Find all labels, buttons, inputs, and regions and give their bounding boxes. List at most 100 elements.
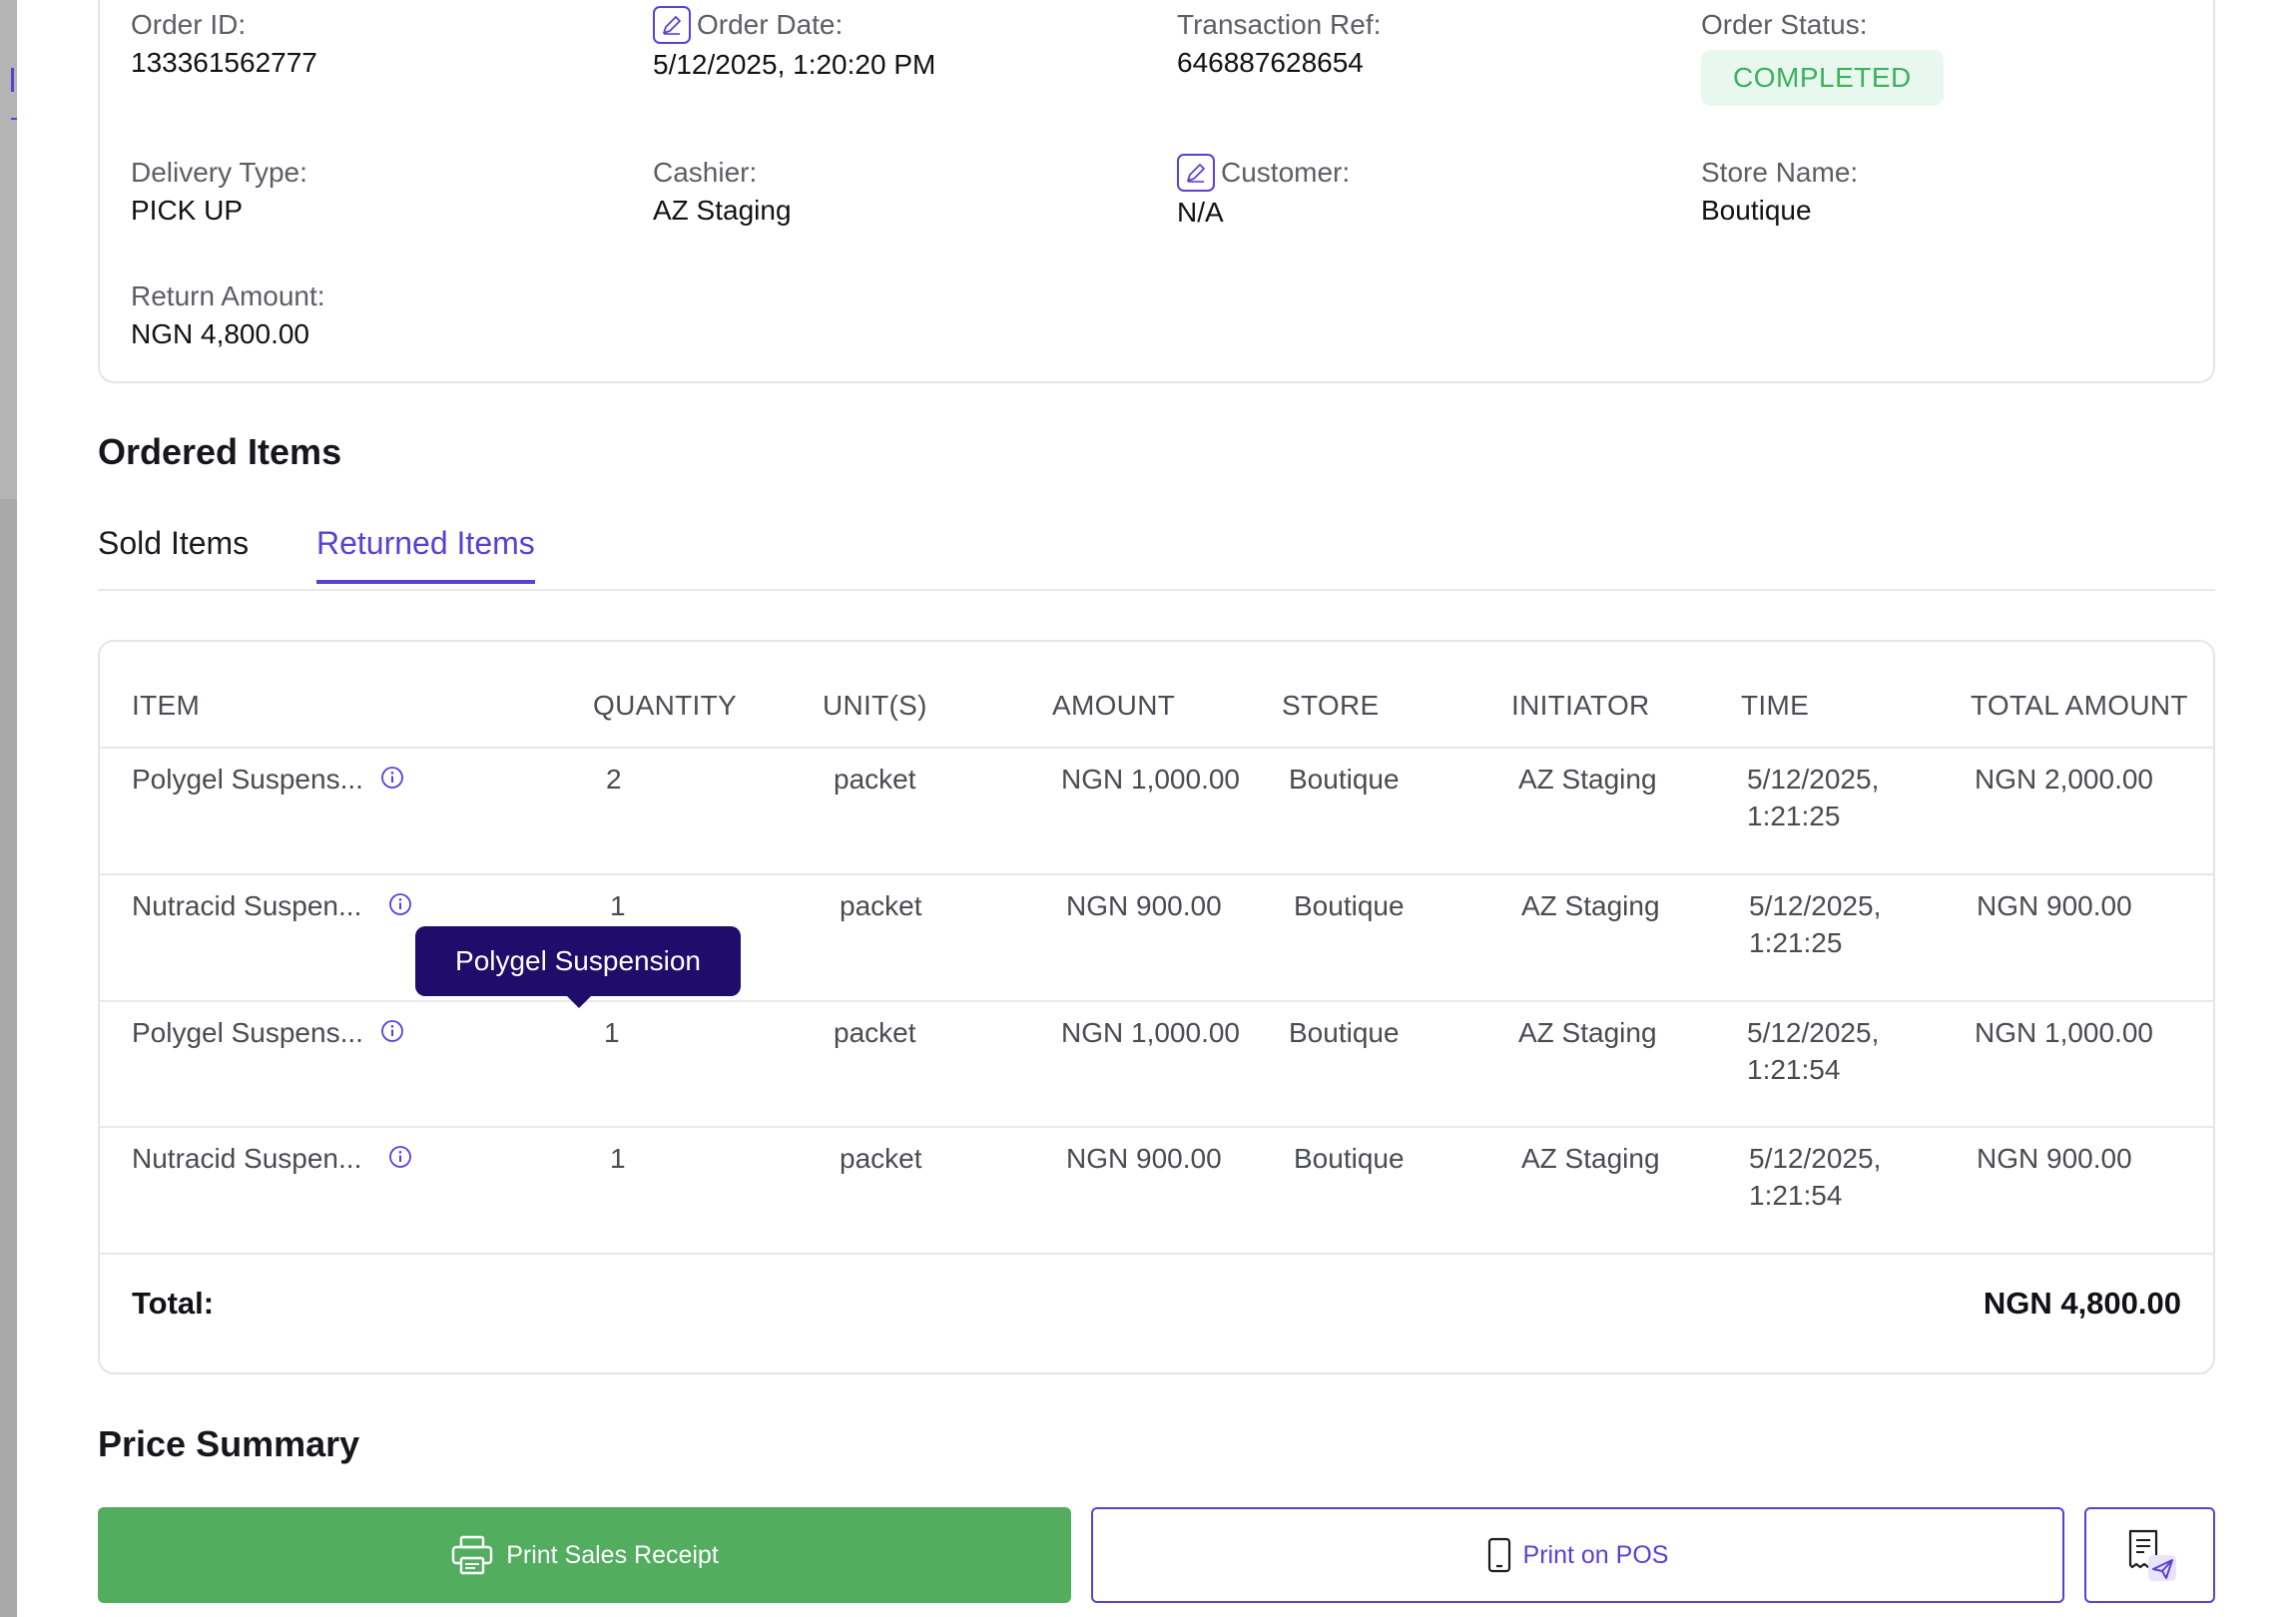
column-header-units: UNIT(S) (823, 690, 927, 721)
price-summary-title: Price Summary (98, 1423, 360, 1464)
item-time: 5/12/2025, 1:21:25 (1747, 761, 1879, 834)
column-header-total-amount: TOTAL AMOUNT (1971, 690, 2188, 721)
column-header-store: STORE (1282, 690, 1380, 721)
info-icon[interactable] (380, 766, 404, 790)
item-name: Polygel Suspens... (132, 764, 363, 795)
item-total: NGN 900.00 (1977, 890, 2132, 921)
returned-items-table: ITEM QUANTITY UNIT(S) AMOUNT STORE INITI… (98, 640, 2215, 1374)
item-unit: packet (840, 890, 922, 921)
transaction-ref-label: Transaction Ref: (1177, 9, 1382, 40)
store-name-label: Store Name: (1701, 157, 1859, 188)
info-icon[interactable] (388, 892, 412, 916)
item-time: 5/12/2025, 1:21:54 (1747, 1014, 1879, 1088)
item-name: Polygel Suspens... (132, 1017, 363, 1048)
row-divider (100, 747, 2213, 749)
item-total: NGN 900.00 (1977, 1143, 2132, 1174)
send-receipt-button[interactable] (2084, 1507, 2215, 1603)
column-header-initiator: INITIATOR (1511, 690, 1650, 721)
item-name: Nutracid Suspen... (132, 890, 362, 921)
column-header-time: TIME (1741, 690, 1810, 721)
order-date-field: Order Date: 5/12/2025, 1:20:20 PM (653, 6, 935, 82)
ordered-items-title: Ordered Items (98, 431, 342, 472)
order-id-value: 133361562777 (131, 47, 317, 78)
customer-label: Customer: (1221, 157, 1351, 188)
send-receipt-icon (2128, 1529, 2176, 1581)
print-on-pos-label: Print on POS (1522, 1540, 1669, 1569)
left-panel-edge (0, 0, 17, 1617)
item-total: NGN 2,000.00 (1975, 764, 2153, 795)
item-name: Nutracid Suspen... (132, 1143, 362, 1174)
item-amount: NGN 900.00 (1066, 890, 1222, 921)
item-name-tooltip: Polygel Suspension (415, 926, 741, 1008)
tab-returned-items[interactable]: Returned Items (316, 525, 535, 584)
delivery-type-field: Delivery Type: PICK UP (131, 156, 307, 228)
mobile-device-icon (1487, 1537, 1510, 1573)
item-initiator: AZ Staging (1521, 1143, 1660, 1174)
item-amount: NGN 1,000.00 (1061, 1017, 1240, 1048)
store-name-field: Store Name: Boutique (1701, 156, 1858, 228)
return-amount-label: Return Amount: (131, 280, 325, 311)
item-initiator: AZ Staging (1518, 1017, 1657, 1048)
return-amount-value: NGN 4,800.00 (131, 318, 309, 349)
item-unit: packet (840, 1143, 922, 1174)
item-quantity: 1 (604, 1017, 620, 1048)
tab-sold-items[interactable]: Sold Items (98, 525, 250, 561)
order-info-card: Order ID: 133361562777 Order Date: 5/12/… (98, 0, 2215, 383)
item-total: NGN 1,000.00 (1975, 1017, 2153, 1048)
item-time-clock: 1:21:54 (1749, 1180, 1843, 1211)
delivery-type-value: PICK UP (131, 195, 244, 226)
info-icon[interactable] (380, 1019, 404, 1043)
item-amount: NGN 1,000.00 (1061, 764, 1240, 795)
customer-field: Customer: N/A (1177, 154, 1350, 230)
item-initiator: AZ Staging (1521, 890, 1660, 921)
item-quantity: 1 (610, 1143, 626, 1174)
delivery-type-label: Delivery Type: (131, 157, 307, 188)
item-time-date: 5/12/2025, (1749, 890, 1882, 921)
customer-value: N/A (1177, 197, 1224, 228)
item-unit: packet (834, 1017, 916, 1048)
transaction-ref-field: Transaction Ref: 646887628654 (1177, 8, 1381, 80)
left-panel-indicator (11, 68, 14, 92)
item-initiator: AZ Staging (1518, 764, 1657, 795)
item-quantity: 2 (606, 764, 622, 795)
table-total-value: NGN 4,800.00 (1983, 1286, 2181, 1321)
item-time: 5/12/2025, 1:21:25 (1749, 887, 1881, 961)
print-sales-receipt-label: Print Sales Receipt (506, 1540, 719, 1569)
store-name-value: Boutique (1701, 195, 1812, 226)
table-total-label: Total: (132, 1286, 215, 1321)
printer-icon (451, 1535, 493, 1575)
edit-icon[interactable] (1177, 154, 1215, 192)
order-id-field: Order ID: 133361562777 (131, 8, 317, 80)
column-header-amount: AMOUNT (1052, 690, 1176, 721)
row-divider (100, 1000, 2213, 1002)
item-quantity: 1 (610, 890, 626, 921)
print-on-pos-button[interactable]: Print on POS (1091, 1507, 2064, 1603)
column-header-item: ITEM (132, 690, 201, 721)
print-sales-receipt-button[interactable]: Print Sales Receipt (98, 1507, 1071, 1603)
item-time-clock: 1:21:54 (1747, 1054, 1841, 1085)
item-store: Boutique (1294, 890, 1405, 921)
item-time-date: 5/12/2025, (1747, 764, 1880, 795)
order-date-value: 5/12/2025, 1:20:20 PM (653, 49, 936, 80)
left-panel-indicator-underline (11, 118, 17, 120)
cashier-value: AZ Staging (653, 195, 792, 226)
edit-icon[interactable] (653, 6, 691, 44)
order-status-field: Order Status: COMPLETED (1701, 8, 1944, 106)
item-time-clock: 1:21:25 (1749, 927, 1843, 958)
return-amount-field: Return Amount: NGN 4,800.00 (131, 279, 325, 351)
order-status-label: Order Status: (1701, 9, 1868, 40)
item-time: 5/12/2025, 1:21:54 (1749, 1140, 1881, 1214)
column-header-quantity: QUANTITY (593, 690, 737, 721)
status-badge: COMPLETED (1701, 50, 1944, 106)
info-icon[interactable] (388, 1145, 412, 1169)
ordered-items-tabs: Sold Items Returned Items (98, 519, 2215, 591)
item-time-date: 5/12/2025, (1749, 1143, 1882, 1174)
item-amount: NGN 900.00 (1066, 1143, 1222, 1174)
item-time-clock: 1:21:25 (1747, 801, 1841, 831)
row-divider (100, 1253, 2213, 1255)
transaction-ref-value: 646887628654 (1177, 47, 1364, 78)
order-date-label: Order Date: (697, 9, 844, 40)
item-unit: packet (834, 764, 916, 795)
item-time-date: 5/12/2025, (1747, 1017, 1880, 1048)
item-store: Boutique (1289, 1017, 1400, 1048)
